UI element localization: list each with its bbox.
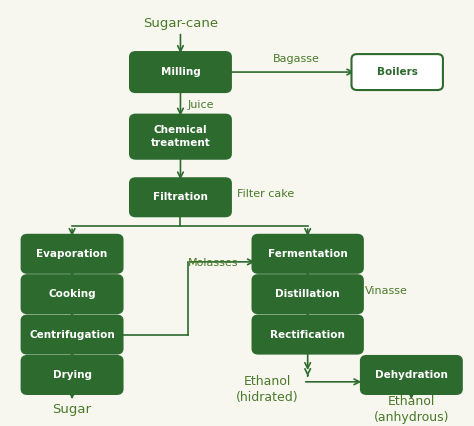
FancyBboxPatch shape xyxy=(130,52,231,92)
Text: Rectification: Rectification xyxy=(270,330,345,340)
Text: Chemical
treatment: Chemical treatment xyxy=(151,126,210,148)
FancyBboxPatch shape xyxy=(253,235,363,273)
FancyBboxPatch shape xyxy=(361,356,462,394)
Text: Sugar: Sugar xyxy=(53,403,91,416)
Text: Cooking: Cooking xyxy=(48,289,96,299)
Text: Fermentation: Fermentation xyxy=(268,249,347,259)
Text: Juice: Juice xyxy=(188,100,214,110)
FancyBboxPatch shape xyxy=(130,178,231,216)
Text: Drying: Drying xyxy=(53,370,91,380)
Text: Molasses: Molasses xyxy=(188,258,238,268)
Text: Ethanol
(hidrated): Ethanol (hidrated) xyxy=(237,375,299,404)
Text: Filtration: Filtration xyxy=(153,192,208,202)
FancyBboxPatch shape xyxy=(253,275,363,313)
Text: Sugar-cane: Sugar-cane xyxy=(143,17,218,30)
FancyBboxPatch shape xyxy=(22,275,122,313)
Text: Milling: Milling xyxy=(161,67,201,77)
FancyBboxPatch shape xyxy=(22,356,122,394)
FancyBboxPatch shape xyxy=(130,115,231,159)
Text: Filter cake: Filter cake xyxy=(237,189,294,199)
Text: Centrifugation: Centrifugation xyxy=(29,330,115,340)
Text: Boilers: Boilers xyxy=(377,67,418,77)
FancyBboxPatch shape xyxy=(253,316,363,354)
FancyBboxPatch shape xyxy=(352,54,443,90)
Text: Bagasse: Bagasse xyxy=(273,54,319,64)
Text: Dehydration: Dehydration xyxy=(375,370,448,380)
FancyBboxPatch shape xyxy=(22,235,122,273)
Text: Distillation: Distillation xyxy=(275,289,340,299)
Text: Vinasse: Vinasse xyxy=(365,286,408,296)
Text: Ethanol
(anhydrous): Ethanol (anhydrous) xyxy=(374,395,449,424)
Text: Evaporation: Evaporation xyxy=(36,249,108,259)
FancyBboxPatch shape xyxy=(22,316,122,354)
